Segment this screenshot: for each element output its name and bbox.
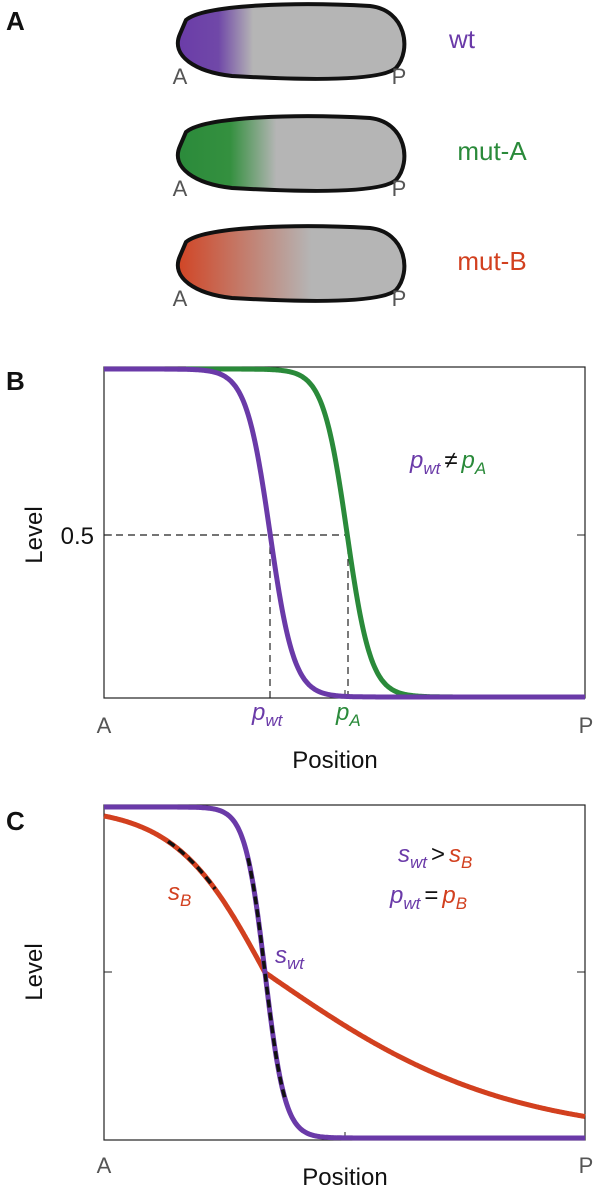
symbol-subscript: wt <box>423 459 441 478</box>
symbol-letter: p <box>441 882 455 909</box>
curve-mut-a <box>186 366 585 700</box>
panel-label: C <box>6 806 25 836</box>
symbol-subscript: A <box>474 459 486 478</box>
symbol-letter: p <box>389 882 403 909</box>
symbol-subscript: A <box>348 711 360 730</box>
posterior-label: P <box>392 286 407 311</box>
x-end: P <box>579 713 594 738</box>
symbol-letter: s <box>449 841 461 868</box>
symbol-letter: p <box>251 699 265 726</box>
slope-wt <box>246 857 288 1103</box>
posterior-label: P <box>392 64 407 89</box>
symbol: swt <box>275 942 305 973</box>
relation: > <box>431 841 445 868</box>
symbol: pwt <box>251 699 284 730</box>
symbol: pA <box>335 699 361 730</box>
symbol-subscript: B <box>180 891 191 910</box>
anterior-label: A <box>173 286 188 311</box>
anterior-label: A <box>173 176 188 201</box>
panel-label: A <box>6 6 25 36</box>
symbol-subscript: B <box>456 894 467 913</box>
embryo <box>176 2 407 81</box>
x-axis-label: Position <box>292 747 377 774</box>
annotation: pwt = pB <box>389 882 467 913</box>
y-axis-label: Level <box>21 943 48 1000</box>
symbol-letter: p <box>335 699 349 726</box>
symbol-letter: s <box>398 841 410 868</box>
symbol-letter: p <box>409 447 423 474</box>
symbol-letter: s <box>275 942 287 969</box>
curve-mut-b <box>103 813 586 1119</box>
genotype-label: mut-A <box>457 136 527 166</box>
symbol-subscript: B <box>461 853 472 872</box>
symbol-subscript: wt <box>403 894 421 913</box>
embryo <box>176 224 407 303</box>
embryo <box>176 114 407 193</box>
annotation: swt > sB <box>398 841 472 872</box>
annotation: pwt ≠ pA <box>409 447 486 478</box>
curve-wt <box>104 366 585 700</box>
symbol-subscript: wt <box>410 853 428 872</box>
symbol: sB <box>168 879 191 910</box>
y-axis-label: Level <box>21 506 48 563</box>
y-tick-label: 0.5 <box>61 523 94 550</box>
x-start: A <box>97 713 112 738</box>
curve-wt <box>104 804 585 1141</box>
panel-label: B <box>6 366 25 396</box>
x-axis-label: Position <box>302 1164 387 1191</box>
symbol-subscript: wt <box>287 954 305 973</box>
x-end: P <box>579 1153 594 1178</box>
posterior-label: P <box>392 176 407 201</box>
relation: = <box>424 882 438 909</box>
axes-box <box>103 804 586 1141</box>
symbol-subscript: wt <box>265 711 283 730</box>
guide-lines <box>104 534 349 698</box>
genotype-label: wt <box>448 24 476 54</box>
symbol-letter: p <box>461 447 475 474</box>
symbol-letter: s <box>168 879 180 906</box>
slope-b <box>166 839 217 891</box>
relation: ≠ <box>444 447 457 474</box>
x-start: A <box>97 1153 112 1178</box>
anterior-label: A <box>173 64 188 89</box>
genotype-label: mut-B <box>457 246 526 276</box>
